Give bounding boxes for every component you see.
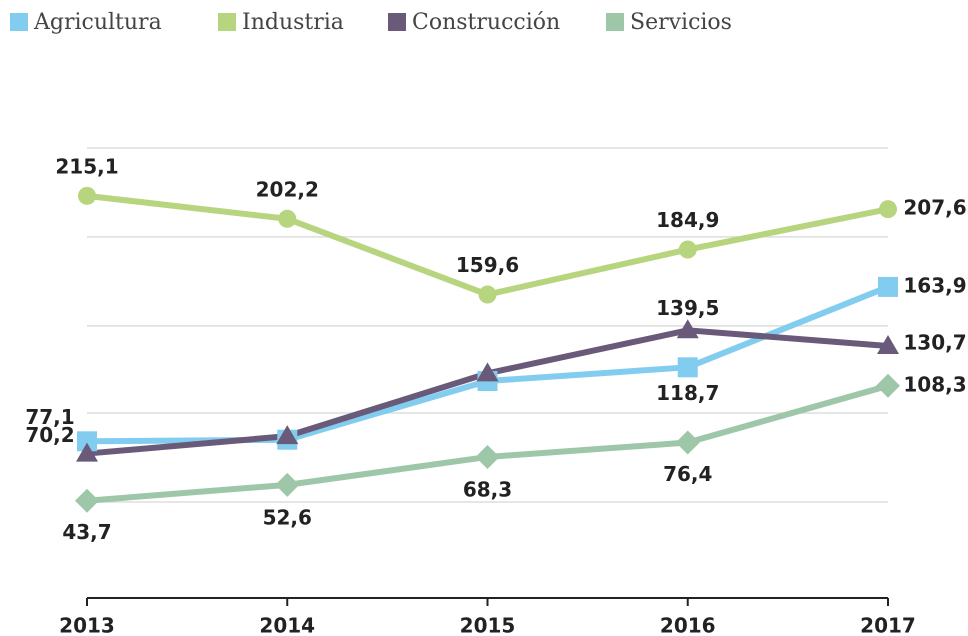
marker: [678, 240, 697, 259]
data-label: 159,6: [456, 253, 519, 277]
marker: [77, 431, 97, 452]
marker: [476, 362, 499, 382]
data-label: 77,1: [25, 405, 74, 429]
data-label: 139,5: [656, 296, 719, 320]
marker: [879, 200, 897, 219]
data-label: 202,2: [256, 177, 319, 201]
marker: [478, 285, 497, 304]
marker: [475, 444, 500, 469]
x-tick-label: 2017: [860, 614, 916, 636]
legend-label: Industria: [242, 10, 344, 35]
data-label: 76,4: [663, 462, 712, 486]
marker: [78, 186, 96, 205]
legend-label: Construcción: [412, 10, 560, 35]
data-label: 108,3: [903, 372, 966, 396]
data-label: 215,1: [55, 154, 118, 178]
legend-label: Servicios: [630, 10, 732, 35]
legend-swatch: [218, 13, 236, 31]
x-tick-label: 2016: [660, 614, 716, 636]
legend-label: Agricultura: [33, 10, 162, 35]
data-label: 184,9: [656, 208, 719, 232]
marker: [75, 488, 99, 513]
data-label: 52,6: [263, 505, 312, 529]
data-label: 118,7: [656, 381, 719, 405]
data-label: 68,3: [463, 477, 512, 501]
marker: [675, 430, 700, 455]
data-label: 163,9: [903, 273, 966, 297]
data-label: 207,6: [903, 196, 966, 220]
x-tick-label: 2015: [460, 614, 516, 636]
marker: [676, 319, 699, 339]
marker: [878, 276, 898, 297]
legend-swatch: [10, 13, 28, 31]
data-label: 70,2: [25, 423, 74, 447]
marker: [278, 209, 297, 228]
x-tick-label: 2014: [259, 614, 315, 636]
marker: [876, 373, 900, 398]
legend-swatch: [388, 13, 406, 31]
series-line: [86, 192, 889, 298]
marker: [276, 425, 299, 445]
marker: [877, 334, 899, 354]
marker: [275, 472, 300, 497]
legend-swatch: [606, 13, 624, 31]
marker: [76, 442, 98, 462]
data-label: 130,7: [903, 330, 966, 354]
x-tick-label: 2013: [59, 614, 115, 636]
data-label: 43,7: [62, 520, 111, 544]
series-line: [86, 327, 889, 457]
marker: [677, 357, 698, 378]
